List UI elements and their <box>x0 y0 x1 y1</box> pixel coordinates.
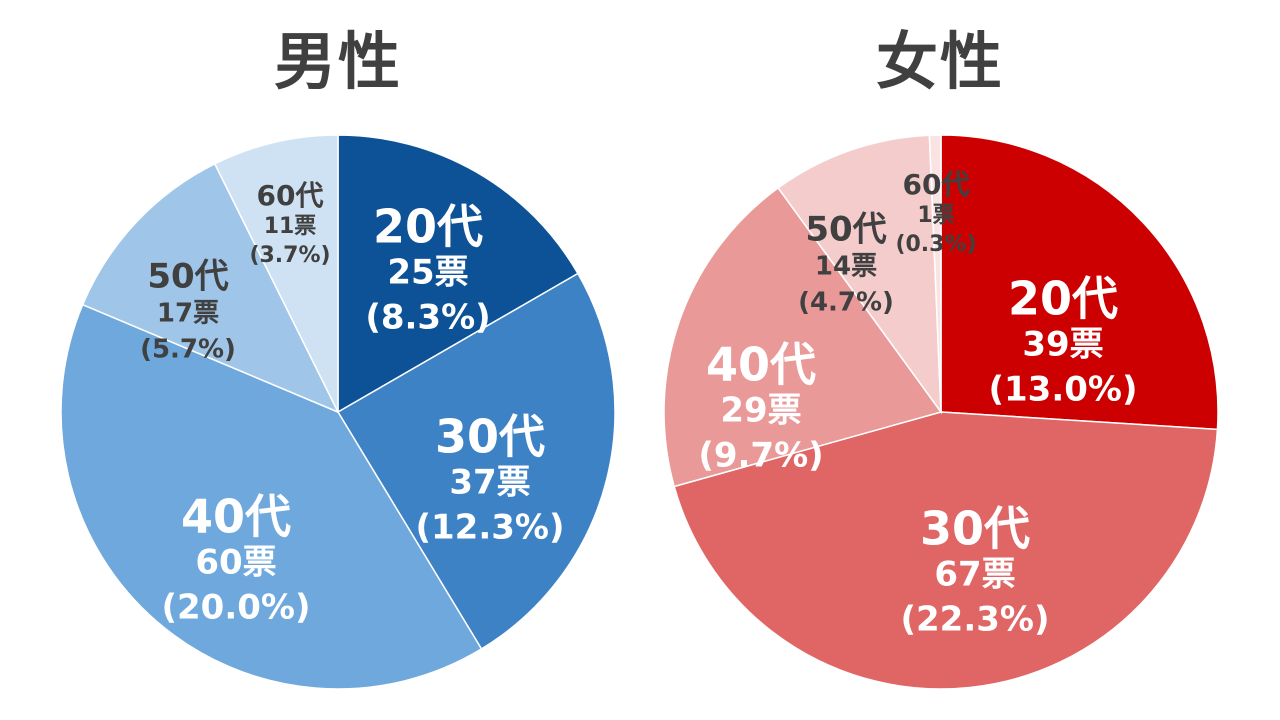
female-slice-2-percent: (9.7%) <box>698 436 823 476</box>
male-slice-4-percent: (3.7%) <box>249 243 330 268</box>
male-chart-title: 男性 <box>273 25 402 98</box>
male-slice-1-percent: (12.3%) <box>415 508 564 548</box>
male-slice-3-percent: (5.7%) <box>140 335 236 365</box>
female-slice-4 <box>928 134 942 413</box>
female-slice-0 <box>940 134 1219 431</box>
male-slice-1-label: 30代 <box>435 410 545 464</box>
male-slice-4-label: 60代 <box>257 179 324 212</box>
female-slice-3-percent: (4.7%) <box>798 288 894 318</box>
male-slice-0-percent: (8.3%) <box>365 298 490 338</box>
female-slice-3 <box>777 134 942 415</box>
female-slice-3-label: 50代 <box>805 210 886 250</box>
male-slice-0-label: 20代 <box>373 200 483 254</box>
female-slice-4-votes: 1票 <box>917 203 954 228</box>
female-slice-1-votes: 67票 <box>934 555 1015 595</box>
female-slice-1 <box>673 411 1219 690</box>
male-slice-1-votes: 37票 <box>449 463 530 503</box>
female-slice-1-label: 30代 <box>920 502 1030 556</box>
female-slice-3-votes: 14票 <box>815 252 877 282</box>
male-slice-2-percent: (20.0%) <box>161 588 310 628</box>
female-slice-4-label: 60代 <box>903 168 970 201</box>
male-slice-3 <box>81 162 340 414</box>
female-slice-1-percent: (22.3%) <box>900 600 1049 640</box>
female-slice-2-votes: 29票 <box>720 391 801 431</box>
female-slice-2-label: 40代 <box>706 338 816 392</box>
male-slice-4-votes: 11票 <box>264 214 317 239</box>
female-slice-0-percent: (13.0%) <box>988 370 1137 410</box>
male-slice-3-label: 50代 <box>147 257 228 297</box>
male-slice-1 <box>336 272 616 650</box>
male-slice-4 <box>213 134 339 413</box>
female-slice-4-percent: (0.3%) <box>895 232 976 257</box>
female-slice-0-label: 20代 <box>1008 272 1118 326</box>
male-slice-2-label: 40代 <box>181 490 291 544</box>
male-slice-0 <box>337 134 579 414</box>
male-slice-0-votes: 25票 <box>387 253 468 293</box>
female-slice-0-votes: 39票 <box>1022 325 1103 365</box>
male-slice-2-votes: 60票 <box>195 543 276 583</box>
female-chart-title: 女性 <box>875 25 1004 98</box>
female-slice-2 <box>663 186 943 488</box>
male-slice-3-votes: 17票 <box>157 299 219 329</box>
male-slice-2 <box>60 303 483 690</box>
